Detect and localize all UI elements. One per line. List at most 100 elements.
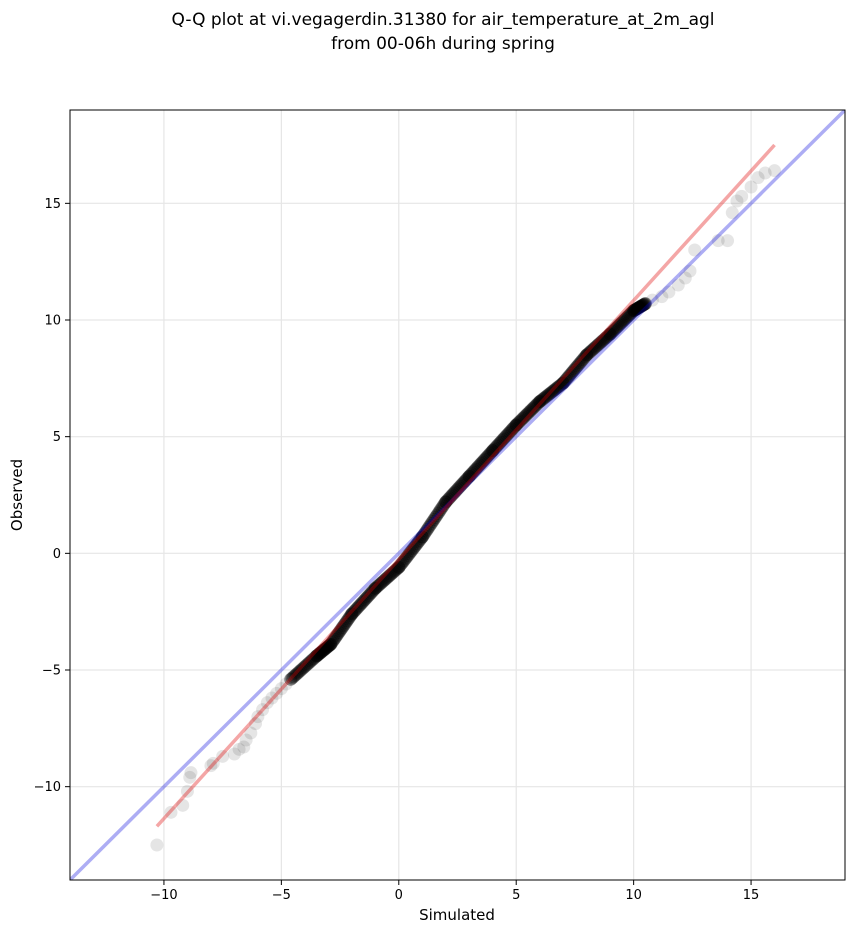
qq-point bbox=[563, 368, 577, 382]
qq-point bbox=[310, 649, 324, 663]
qq-point bbox=[509, 418, 523, 432]
qq-point bbox=[744, 180, 758, 194]
qq-point bbox=[292, 665, 306, 679]
qq-point bbox=[319, 641, 333, 655]
qq-point bbox=[439, 495, 453, 509]
qq-point bbox=[503, 425, 517, 439]
qq-point bbox=[608, 322, 622, 336]
qq-point bbox=[358, 593, 372, 607]
qq-point bbox=[164, 805, 178, 819]
qq-point bbox=[443, 491, 457, 505]
qq-point bbox=[465, 466, 479, 480]
qq-point bbox=[452, 481, 466, 495]
x-tick-label: 10 bbox=[625, 888, 642, 903]
qq-point bbox=[470, 461, 484, 475]
qq-point bbox=[597, 333, 611, 347]
qq-point bbox=[332, 626, 346, 640]
qq-point bbox=[582, 346, 596, 360]
qq-point bbox=[591, 338, 605, 351]
qq-point bbox=[627, 304, 641, 318]
qq-point bbox=[407, 540, 421, 554]
qq-point bbox=[507, 421, 521, 435]
qq-point bbox=[555, 377, 569, 391]
qq-point bbox=[398, 552, 412, 566]
qq-point bbox=[458, 474, 472, 488]
qq-point bbox=[385, 566, 399, 580]
identity-reference-line bbox=[70, 110, 845, 880]
qq-point bbox=[426, 514, 440, 528]
qq-point bbox=[285, 671, 299, 685]
qq-point bbox=[473, 458, 487, 472]
qq-point bbox=[533, 395, 547, 409]
qq-point bbox=[326, 634, 340, 648]
qq-point bbox=[552, 379, 566, 393]
qq-point bbox=[256, 703, 270, 717]
qq-point bbox=[367, 583, 381, 597]
qq-point bbox=[362, 588, 376, 602]
qq-point bbox=[298, 659, 312, 673]
qq-point bbox=[232, 742, 246, 756]
qq-point bbox=[387, 565, 401, 579]
qq-point bbox=[461, 471, 475, 485]
qq-point bbox=[637, 297, 651, 311]
qq-point bbox=[735, 189, 749, 203]
qq-point bbox=[423, 518, 437, 532]
qq-point bbox=[516, 412, 530, 426]
qq-point bbox=[380, 571, 394, 585]
qq-point bbox=[436, 499, 450, 513]
qq-point bbox=[479, 451, 493, 465]
qq-point bbox=[381, 570, 395, 584]
qq-point bbox=[560, 371, 574, 385]
y-tick-label: 0 bbox=[53, 547, 61, 562]
qq-point bbox=[614, 317, 628, 331]
qq-point bbox=[584, 345, 598, 358]
qq-point bbox=[411, 535, 425, 549]
qq-point bbox=[390, 562, 404, 575]
qq-point bbox=[392, 560, 406, 574]
x-tick-label: −10 bbox=[150, 888, 177, 903]
qq-point bbox=[360, 590, 374, 604]
qq-point bbox=[580, 348, 594, 362]
qq-point bbox=[389, 563, 403, 577]
qq-point bbox=[409, 538, 423, 552]
qq-point bbox=[432, 505, 446, 519]
qq-point bbox=[430, 509, 444, 523]
qq-point bbox=[300, 658, 314, 672]
qq-point bbox=[635, 299, 649, 313]
qq-point bbox=[610, 321, 624, 335]
qq-point bbox=[541, 388, 555, 402]
y-axis-ticks: −10 −5 0 5 10 15 bbox=[34, 197, 70, 795]
qq-point bbox=[481, 449, 495, 463]
qq-point bbox=[557, 374, 571, 388]
qq-point bbox=[602, 328, 616, 342]
qq-point bbox=[388, 564, 402, 578]
x-tick-label: 15 bbox=[743, 888, 760, 903]
qq-point bbox=[625, 305, 639, 319]
y-tick-label: −10 bbox=[34, 780, 61, 795]
qq-point bbox=[418, 526, 432, 540]
qq-point bbox=[287, 670, 301, 684]
qq-point bbox=[491, 438, 505, 452]
qq-point bbox=[447, 486, 461, 500]
qq-point bbox=[327, 632, 341, 646]
qq-point bbox=[631, 301, 645, 315]
qq-point bbox=[294, 663, 308, 677]
x-axis-ticks: −10 −5 0 5 10 15 bbox=[150, 880, 759, 903]
qq-point bbox=[400, 550, 414, 564]
qq-point bbox=[349, 603, 363, 617]
qq-point bbox=[371, 579, 385, 593]
qq-point bbox=[312, 647, 326, 661]
qq-point bbox=[586, 342, 600, 356]
qq-point bbox=[636, 298, 650, 312]
qq-point bbox=[499, 429, 513, 443]
qq-point bbox=[341, 612, 355, 626]
qq-point bbox=[629, 302, 643, 316]
qq-point bbox=[475, 455, 489, 469]
qq-point bbox=[457, 475, 471, 489]
qq-point bbox=[638, 297, 652, 311]
qq-point bbox=[561, 370, 575, 384]
qq-point bbox=[621, 309, 635, 323]
qq-point bbox=[321, 639, 335, 653]
qq-point bbox=[440, 494, 454, 508]
qq-point bbox=[424, 516, 438, 530]
